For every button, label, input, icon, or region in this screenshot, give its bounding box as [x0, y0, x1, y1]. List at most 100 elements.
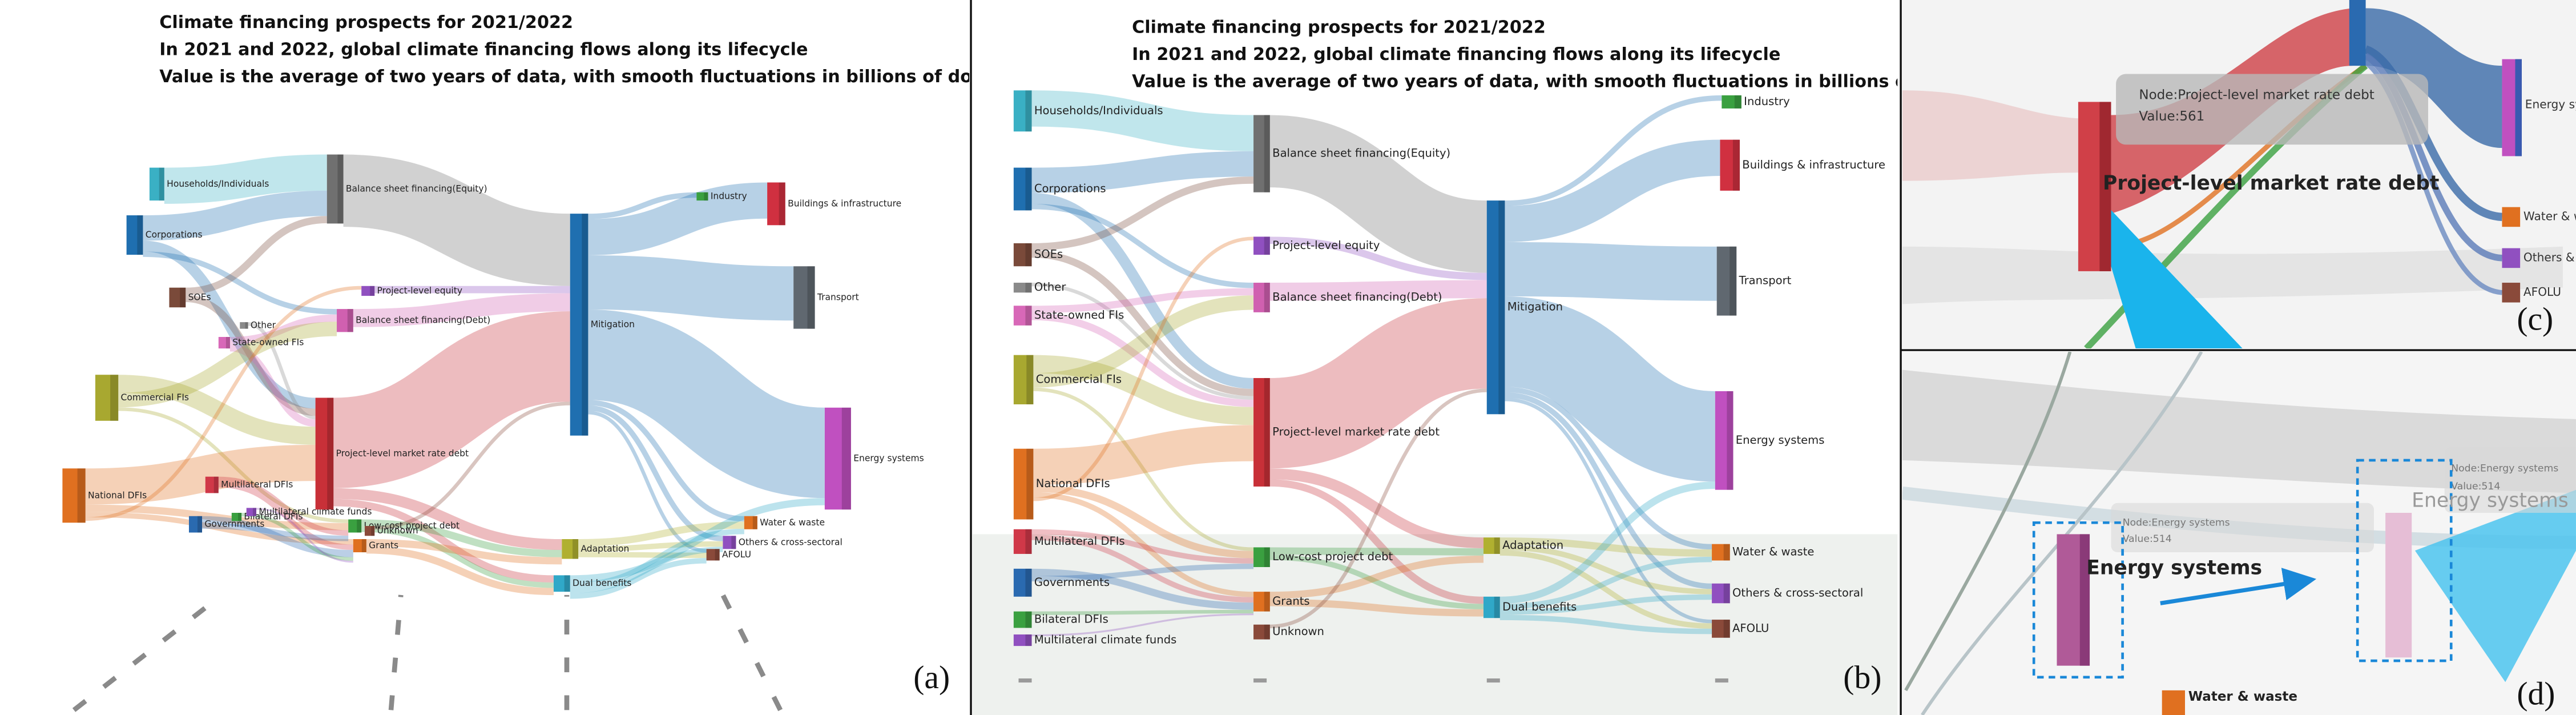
- node-side: [213, 476, 219, 493]
- node: [793, 266, 815, 329]
- link: [588, 411, 707, 553]
- link: [1503, 296, 1717, 482]
- node: [240, 322, 248, 329]
- node-label: Other: [1034, 280, 1067, 294]
- link: [333, 499, 554, 583]
- node-label: Water & waste: [760, 517, 825, 528]
- link: [1031, 535, 1254, 603]
- node-label: Low-cost project debt: [1272, 550, 1393, 563]
- node-label: Balance sheet financing(Debt): [356, 315, 490, 326]
- link: [374, 401, 570, 530]
- link: [570, 558, 707, 599]
- node-label: Balance sheet financing(Equity): [346, 183, 487, 194]
- node: [1715, 391, 1734, 490]
- link: [1031, 203, 1254, 288]
- link: [202, 516, 353, 557]
- node: [348, 519, 362, 533]
- separators: [970, 0, 2576, 715]
- node-side: [1025, 611, 1032, 628]
- node-label: Energy systems: [2086, 556, 2262, 579]
- link: [1033, 387, 1254, 551]
- link: [85, 444, 316, 505]
- node-label: Governments: [204, 519, 264, 529]
- node: [696, 192, 708, 201]
- node-label: Multilateral climate funds: [259, 507, 372, 517]
- node-side: [347, 309, 353, 332]
- node: [364, 526, 375, 536]
- node-side: [752, 516, 757, 529]
- node: [570, 214, 588, 436]
- node: [1013, 529, 1032, 554]
- node-label: Bilateral DFIs: [1034, 613, 1108, 626]
- node-label: Governments: [1034, 576, 1110, 589]
- link: [588, 182, 768, 255]
- node: [553, 575, 570, 592]
- link: [186, 216, 327, 295]
- link: [1033, 295, 1254, 388]
- node-label: Water & waste: [2523, 209, 2576, 223]
- node: [1483, 537, 1500, 554]
- node-side: [731, 536, 736, 549]
- tooltip: [2111, 503, 2374, 553]
- node-side: [1727, 391, 1734, 490]
- link: [118, 407, 349, 523]
- link: [256, 508, 353, 563]
- node-label: Corporations: [146, 230, 203, 240]
- node-side: [1025, 243, 1032, 267]
- node-label: Adaptation: [1502, 539, 1563, 552]
- node: [315, 397, 334, 510]
- node-side: [1723, 544, 1730, 561]
- link: [1499, 537, 1712, 557]
- node-label: Water & waste: [2188, 689, 2297, 704]
- node-side: [704, 192, 708, 201]
- node-label: Mitigation: [1507, 300, 1563, 314]
- link: [1499, 544, 1712, 595]
- node: [1013, 355, 1034, 405]
- title-line: In 2021 and 2022, global climate financi…: [1132, 45, 1780, 65]
- node-label: Energy systems: [1736, 433, 1825, 447]
- link: [1031, 609, 1254, 616]
- node-label: Grants: [369, 540, 398, 551]
- link: [578, 521, 744, 547]
- node-side: [1264, 236, 1270, 255]
- link: [1505, 397, 1712, 624]
- link: [1499, 550, 1712, 629]
- link: [1031, 288, 1254, 314]
- link: [1505, 95, 1722, 206]
- tooltip: [2116, 74, 2428, 145]
- node-label: Multilateral DFIs: [1034, 535, 1125, 548]
- node-label: Low-cost project debt: [364, 521, 460, 531]
- link: [248, 322, 316, 420]
- link: [1033, 236, 1254, 501]
- link: [588, 192, 697, 219]
- node: [1712, 544, 1730, 561]
- node-label: Grants: [1272, 595, 1309, 608]
- node-side: [1025, 167, 1032, 211]
- node: [1013, 568, 1032, 597]
- link: [218, 476, 349, 536]
- tooltip: [2444, 447, 2576, 513]
- node-side: [573, 539, 579, 559]
- node: [1253, 624, 1270, 640]
- node: [1712, 620, 1730, 638]
- link: [570, 498, 825, 583]
- link: [366, 539, 562, 565]
- node-side: [1730, 246, 1737, 316]
- link: [1505, 392, 1712, 589]
- link: [229, 314, 337, 344]
- node-side: [582, 214, 588, 436]
- link: [1505, 242, 1717, 301]
- node-side: [715, 549, 720, 561]
- link: [1031, 176, 1254, 251]
- link: [1269, 547, 1484, 556]
- link: [1031, 90, 1254, 151]
- floor: [972, 534, 1898, 715]
- node-side: [779, 182, 785, 226]
- node-label: Households/Individuals: [167, 179, 269, 189]
- link: [85, 504, 349, 531]
- tooltip-value: Value:561: [2139, 109, 2204, 124]
- node-side: [1026, 355, 1034, 405]
- link: [85, 286, 362, 521]
- node-label: Corporations: [1034, 182, 1106, 195]
- node-label: Bilateral DFIs: [244, 512, 303, 522]
